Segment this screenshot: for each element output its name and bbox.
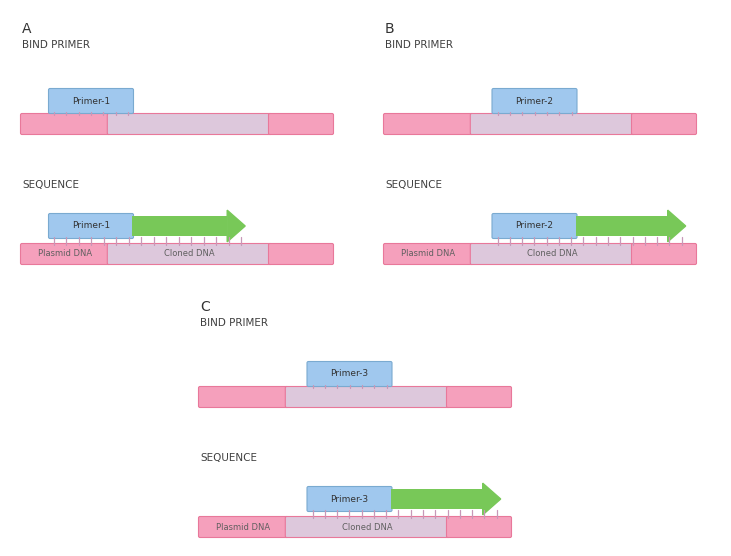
FancyBboxPatch shape <box>492 88 577 113</box>
Text: A: A <box>22 22 31 36</box>
Text: BIND PRIMER: BIND PRIMER <box>22 40 90 50</box>
Text: Plasmid DNA: Plasmid DNA <box>216 523 270 532</box>
FancyBboxPatch shape <box>307 361 392 386</box>
Bar <box>575 216 667 236</box>
FancyBboxPatch shape <box>307 486 392 512</box>
FancyBboxPatch shape <box>632 244 697 265</box>
Text: Cloned DNA: Cloned DNA <box>342 523 393 532</box>
Text: SEQUENCE: SEQUENCE <box>200 453 257 463</box>
FancyBboxPatch shape <box>384 244 473 265</box>
Polygon shape <box>667 210 686 242</box>
FancyBboxPatch shape <box>285 386 450 408</box>
FancyBboxPatch shape <box>470 244 635 265</box>
Text: Primer-1: Primer-1 <box>72 221 110 231</box>
Text: Plasmid DNA: Plasmid DNA <box>401 250 455 259</box>
FancyBboxPatch shape <box>447 386 512 408</box>
Text: SEQUENCE: SEQUENCE <box>385 180 442 190</box>
Polygon shape <box>482 483 501 515</box>
FancyBboxPatch shape <box>48 214 134 239</box>
Text: Primer-2: Primer-2 <box>515 221 553 231</box>
Text: Primer-3: Primer-3 <box>330 494 368 504</box>
Text: Primer-1: Primer-1 <box>72 97 110 106</box>
FancyBboxPatch shape <box>20 244 110 265</box>
Text: Primer-3: Primer-3 <box>330 370 368 379</box>
Text: Plasmid DNA: Plasmid DNA <box>38 250 92 259</box>
FancyBboxPatch shape <box>470 113 635 135</box>
FancyBboxPatch shape <box>384 113 473 135</box>
FancyBboxPatch shape <box>447 517 512 538</box>
Text: Cloned DNA: Cloned DNA <box>527 250 577 259</box>
Text: B: B <box>385 22 395 36</box>
Text: BIND PRIMER: BIND PRIMER <box>385 40 453 50</box>
FancyBboxPatch shape <box>199 517 288 538</box>
FancyBboxPatch shape <box>632 113 697 135</box>
FancyBboxPatch shape <box>107 113 271 135</box>
FancyBboxPatch shape <box>107 244 271 265</box>
Polygon shape <box>227 210 245 242</box>
Text: Cloned DNA: Cloned DNA <box>164 250 215 259</box>
FancyBboxPatch shape <box>268 113 333 135</box>
FancyBboxPatch shape <box>199 386 288 408</box>
Bar <box>390 489 482 509</box>
Text: Primer-2: Primer-2 <box>515 97 553 106</box>
FancyBboxPatch shape <box>20 113 110 135</box>
FancyBboxPatch shape <box>268 244 333 265</box>
FancyBboxPatch shape <box>285 517 450 538</box>
Text: SEQUENCE: SEQUENCE <box>22 180 79 190</box>
Text: BIND PRIMER: BIND PRIMER <box>200 318 268 328</box>
Text: C: C <box>200 300 210 314</box>
FancyBboxPatch shape <box>48 88 134 113</box>
Bar <box>132 216 227 236</box>
FancyBboxPatch shape <box>492 214 577 239</box>
